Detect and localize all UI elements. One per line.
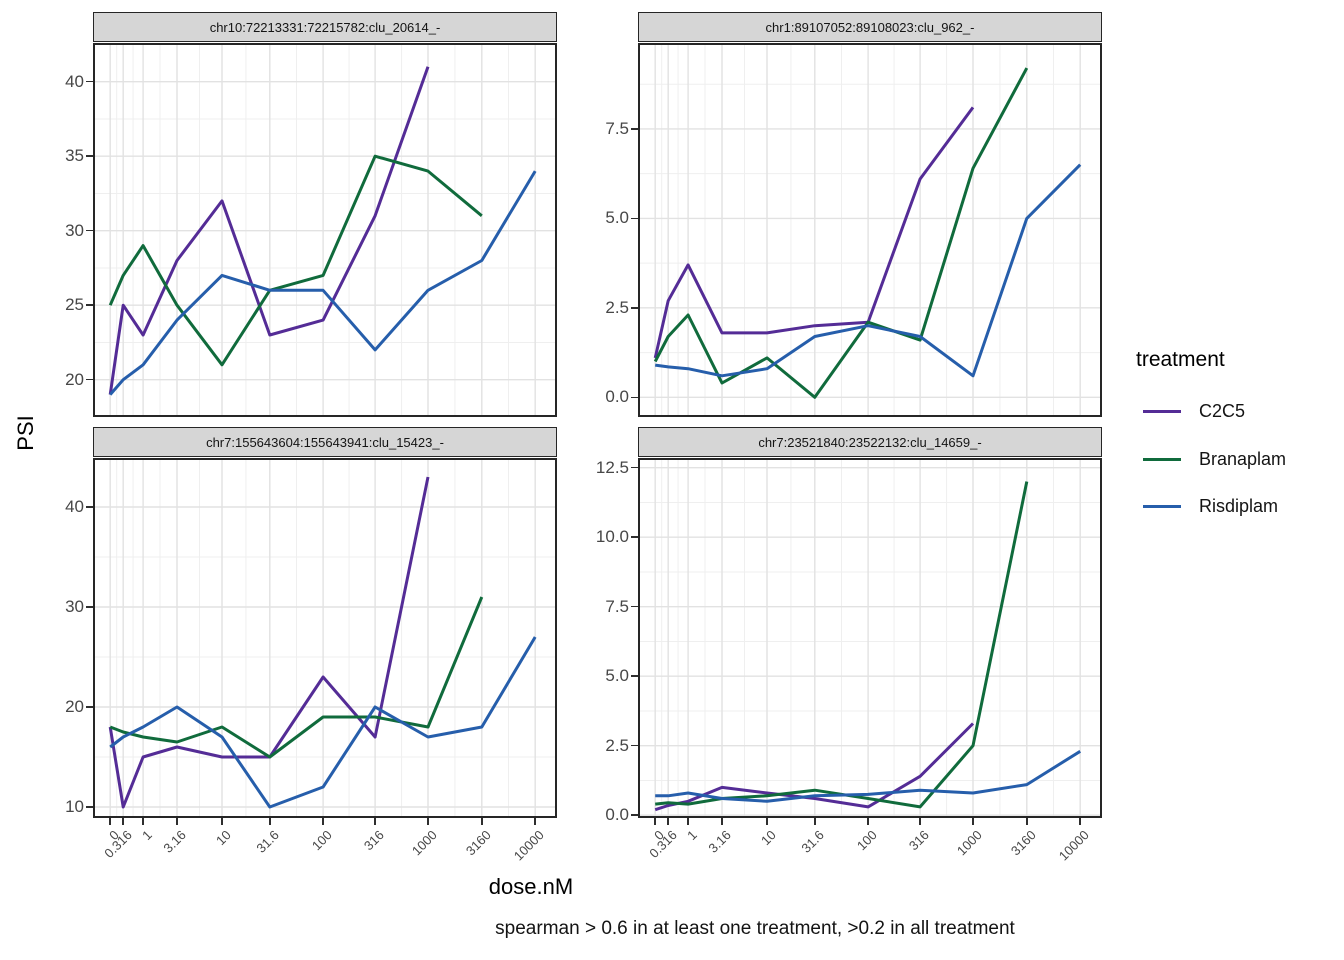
y-tick-mark (631, 675, 638, 677)
x-tick-mark (221, 818, 223, 825)
y-tick-mark (631, 217, 638, 220)
facet-strip: chr10:72213331:72215782:clu_20614_- (93, 12, 557, 42)
facet-panel (638, 458, 1102, 818)
y-axis-tick-label: 2.5 (605, 735, 629, 755)
y-axis-tick-label: 7.5 (605, 118, 629, 138)
x-tick-mark (534, 818, 536, 825)
x-tick-mark (972, 818, 974, 825)
x-axis-tick-label: 10 (213, 827, 234, 849)
facet-panel (93, 458, 557, 818)
y-axis-tick-label: 5.0 (605, 208, 629, 228)
y-tick-mark (86, 229, 93, 232)
y-axis-tick-label: 35 (65, 146, 84, 166)
x-tick-mark (109, 818, 111, 825)
y-axis-tick-label: 20 (65, 369, 84, 389)
series-line-c2c5 (653, 106, 975, 359)
x-tick-mark (766, 818, 768, 825)
x-tick-mark (687, 818, 689, 825)
y-tick-mark (631, 466, 638, 469)
y-axis-tick-label: 30 (65, 220, 84, 240)
series-line-branaplam (655, 481, 1029, 809)
y-tick-mark (86, 304, 93, 306)
series-line-risdiplam (109, 170, 537, 396)
x-tick-mark (427, 818, 429, 825)
x-axis-tick-label: 10 (758, 827, 779, 849)
x-tick-mark (1079, 818, 1081, 825)
y-axis-tick-label: 10.0 (595, 527, 629, 547)
x-tick-mark (667, 818, 669, 825)
y-tick-mark (631, 605, 638, 608)
y-axis-tick-label: 2.5 (605, 297, 629, 317)
y-axis-tick-label: 40 (65, 497, 84, 516)
y-tick-mark (631, 307, 638, 309)
y-tick-mark (86, 80, 93, 83)
series-line-risdiplam (654, 163, 1082, 378)
x-tick-mark (481, 818, 483, 825)
y-tick-mark (631, 536, 638, 538)
y-tick-mark (86, 155, 93, 157)
y-axis-tick-label: 0.0 (605, 805, 629, 825)
series-line-risdiplam (109, 636, 537, 809)
legend-key-line-risdiplam (1143, 505, 1181, 508)
series-line-risdiplam (655, 750, 1081, 803)
x-tick-mark (122, 818, 124, 825)
facet-strip: chr7:23521840:23522132:clu_14659_- (638, 427, 1102, 457)
x-tick-mark (269, 818, 271, 825)
y-tick-mark (86, 506, 93, 508)
x-tick-mark (867, 818, 869, 825)
x-tick-mark (1026, 818, 1028, 825)
legend-label-risdiplam: Risdiplam (1199, 496, 1279, 516)
y-tick-mark (631, 396, 638, 399)
x-tick-mark (654, 818, 656, 825)
facet-strip: chr1:89107052:89108023:clu_962_- (638, 12, 1102, 42)
x-tick-mark (374, 818, 376, 825)
x-tick-mark (142, 818, 144, 825)
y-axis-tick-label: 10 (65, 797, 84, 816)
series-line-branaplam (653, 67, 1029, 399)
facet-panel (93, 43, 557, 417)
caption: spearman > 0.6 in at least one treatment… (495, 918, 1015, 939)
y-axis-title: PSI (13, 415, 38, 451)
y-tick-mark (631, 814, 638, 816)
y-tick-mark (631, 128, 638, 130)
x-tick-mark (721, 818, 723, 825)
series-line-c2c5 (108, 66, 430, 395)
y-tick-mark (86, 706, 93, 708)
y-axis-tick-label: 20 (65, 697, 84, 716)
y-axis-tick-label: 25 (65, 295, 84, 315)
y-axis-tick-label: 7.5 (605, 596, 629, 616)
legend-key-line-branaplam (1143, 457, 1181, 461)
y-axis-tick-label: 30 (65, 597, 84, 616)
legend-key-line-c2c5 (1143, 410, 1181, 413)
y-tick-mark (86, 378, 93, 381)
legend-title: treatment (1136, 348, 1225, 371)
x-tick-mark (919, 818, 921, 825)
y-tick-mark (86, 606, 93, 608)
legend-label-branaplam: Branaplam (1199, 448, 1287, 469)
y-axis-tick-label: 40 (65, 71, 84, 91)
y-axis-tick-label: 0.0 (605, 387, 629, 407)
y-tick-mark (631, 744, 638, 747)
y-axis-tick-label: 5.0 (605, 666, 629, 686)
x-tick-mark (176, 818, 178, 825)
series-line-branaplam (108, 154, 483, 367)
facet-panel (638, 43, 1102, 417)
y-axis-tick-label: 12.5 (595, 457, 629, 477)
x-tick-mark (814, 818, 816, 825)
legend-label-c2c5: C2C5 (1199, 401, 1246, 421)
x-tick-mark (322, 818, 324, 825)
y-tick-mark (86, 806, 93, 808)
facet-strip: chr7:155643604:155643941:clu_15423_- (93, 427, 557, 457)
x-axis-title: dose.nM (488, 874, 574, 899)
